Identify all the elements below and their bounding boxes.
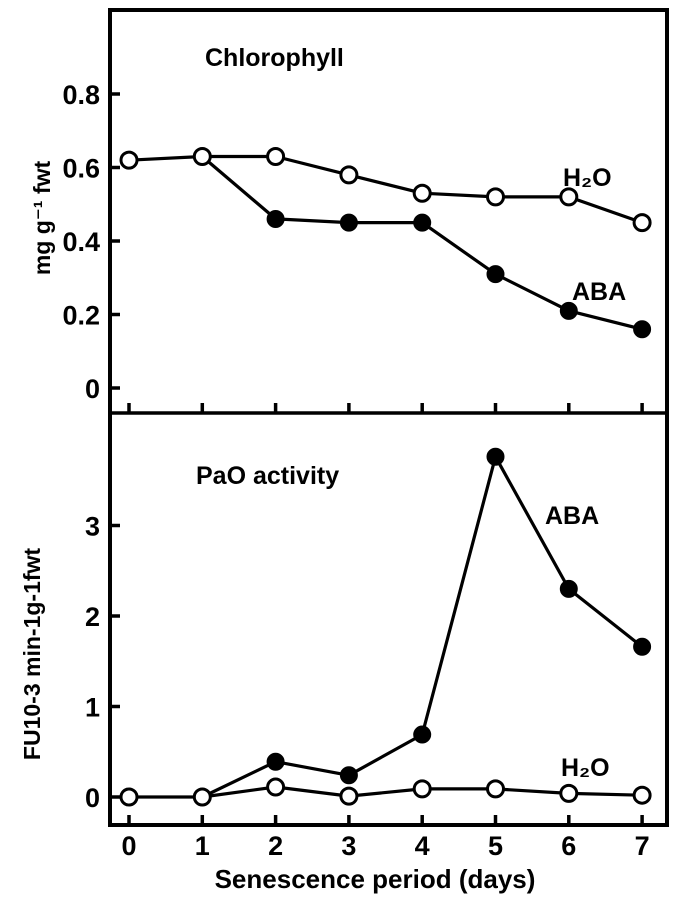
bottom-h2o-point (559, 783, 579, 803)
x-tick-label: 0 (121, 831, 136, 861)
top-h2o-point (192, 146, 212, 166)
top-h2o-point (119, 150, 139, 170)
top-y-tick-label: 0 (85, 374, 100, 404)
top-aba-point (633, 320, 652, 339)
top-h2o-point (559, 187, 579, 207)
x-tick-label: 5 (488, 831, 503, 861)
top-h2o-series-label: H₂O (563, 164, 612, 192)
bottom-aba-point (633, 637, 652, 656)
x-tick-label: 7 (635, 831, 650, 861)
bottom-aba-series-label: ABA (545, 502, 599, 530)
top-aba-point (486, 265, 505, 284)
bottom-y-axis-label: FU10-3 min-1g-1fwt (19, 548, 45, 760)
top-y-tick-label: 0.6 (62, 154, 100, 184)
x-tick-label: 1 (195, 831, 210, 861)
bottom-h2o-series-label: H₂O (561, 754, 610, 782)
bottom-aba-point (559, 579, 578, 598)
top-aba-point (266, 209, 285, 228)
bottom-y-tick-label: 1 (85, 693, 100, 723)
top-h2o-point (486, 187, 505, 207)
top-panel-title: Chlorophyll (205, 44, 344, 72)
axis-ticks (110, 92, 644, 825)
top-h2o-point (412, 183, 432, 203)
bottom-h2o-point (412, 779, 432, 799)
bottom-y-tick-label: 3 (85, 512, 100, 542)
x-tick-label: 2 (268, 831, 283, 861)
top-h2o-point (339, 165, 359, 185)
bottom-aba-point (486, 447, 505, 466)
top-y-tick-label: 0.8 (62, 80, 100, 110)
x-tick-label: 6 (561, 831, 576, 861)
top-h2o-point (266, 146, 286, 166)
x-axis-label: Senescence period (days) (215, 864, 536, 894)
bottom-aba-point (339, 766, 358, 785)
top-aba-point (413, 213, 432, 232)
top-y-axis-label: mg g⁻¹ fwt (29, 160, 55, 275)
top-h2o-point (632, 213, 652, 233)
data-points (119, 146, 652, 807)
top-y-tick-label: 0.4 (62, 227, 100, 257)
top-y-tick-label: 0.2 (62, 301, 100, 331)
tick-labels: 0 0.2 0.4 0.6 0.8 0 1 2 3 0 1 2 3 4 5 6 7 (62, 80, 649, 861)
bottom-panel-title: PaO activity (196, 462, 339, 490)
bottom-y-tick-label: 0 (85, 783, 100, 813)
x-tick-label: 3 (341, 831, 356, 861)
bottom-h2o-point (339, 786, 359, 806)
bottom-h2o-point (192, 787, 212, 807)
plot-frame (108, 8, 669, 827)
top-h2o-line (128, 154, 643, 225)
bottom-aba-point (413, 725, 432, 744)
bottom-h2o-line (129, 785, 643, 799)
bottom-h2o-point (119, 787, 139, 807)
top-aba-series-label: ABA (572, 278, 626, 306)
bottom-y-tick-label: 2 (85, 602, 100, 632)
bottom-h2o-point (486, 779, 505, 799)
top-aba-point (339, 213, 358, 232)
top-aba-point (559, 301, 578, 320)
x-tick-label: 4 (415, 831, 430, 861)
bottom-h2o-point (632, 785, 652, 805)
bottom-aba-point (266, 752, 285, 771)
bottom-h2o-point (266, 777, 286, 797)
